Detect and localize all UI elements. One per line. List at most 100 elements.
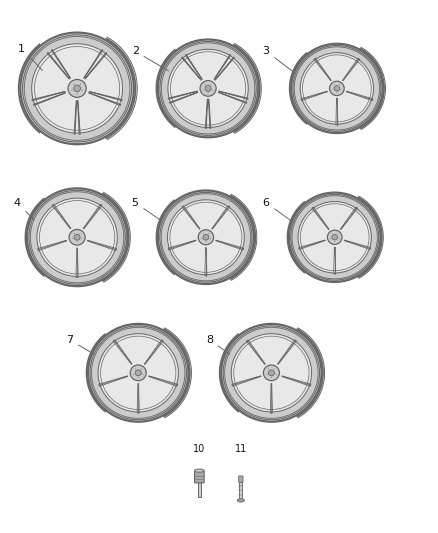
Ellipse shape: [298, 201, 371, 273]
Polygon shape: [270, 384, 272, 413]
Ellipse shape: [210, 238, 211, 239]
Ellipse shape: [68, 79, 86, 98]
Ellipse shape: [133, 374, 134, 375]
Ellipse shape: [142, 374, 143, 375]
Ellipse shape: [268, 370, 274, 376]
Ellipse shape: [160, 192, 252, 282]
Ellipse shape: [80, 84, 81, 85]
Polygon shape: [148, 376, 178, 386]
Ellipse shape: [203, 235, 209, 240]
Ellipse shape: [88, 324, 188, 422]
Ellipse shape: [205, 84, 206, 85]
Ellipse shape: [208, 233, 209, 234]
Ellipse shape: [167, 200, 244, 274]
Ellipse shape: [334, 86, 339, 91]
Ellipse shape: [130, 365, 146, 381]
Ellipse shape: [37, 198, 117, 277]
Ellipse shape: [79, 233, 81, 234]
Ellipse shape: [135, 370, 141, 376]
Polygon shape: [246, 340, 265, 365]
Ellipse shape: [231, 334, 311, 412]
Polygon shape: [343, 58, 360, 80]
Text: 8: 8: [206, 335, 230, 354]
Ellipse shape: [201, 238, 202, 239]
Ellipse shape: [168, 49, 248, 127]
Ellipse shape: [198, 230, 214, 245]
Polygon shape: [170, 92, 198, 103]
Polygon shape: [340, 207, 357, 230]
Polygon shape: [76, 248, 78, 277]
Polygon shape: [84, 50, 103, 78]
Ellipse shape: [327, 230, 342, 245]
Ellipse shape: [221, 324, 321, 422]
FancyBboxPatch shape: [194, 471, 204, 483]
Text: 10: 10: [193, 444, 205, 454]
Ellipse shape: [271, 377, 272, 378]
Ellipse shape: [211, 84, 212, 85]
Polygon shape: [85, 53, 107, 79]
Ellipse shape: [82, 90, 83, 91]
Text: 2: 2: [132, 46, 169, 71]
Ellipse shape: [263, 365, 279, 381]
Bar: [239, 482, 242, 500]
Polygon shape: [232, 376, 261, 386]
Text: 1: 1: [18, 44, 42, 70]
Polygon shape: [278, 340, 297, 365]
Ellipse shape: [77, 93, 78, 94]
Ellipse shape: [74, 233, 75, 234]
Ellipse shape: [29, 190, 125, 284]
Text: 5: 5: [132, 198, 160, 220]
Ellipse shape: [291, 195, 379, 280]
Polygon shape: [219, 91, 248, 99]
Polygon shape: [137, 384, 139, 413]
Ellipse shape: [98, 334, 178, 412]
Ellipse shape: [74, 85, 81, 92]
Polygon shape: [51, 50, 71, 78]
Polygon shape: [52, 204, 71, 229]
Polygon shape: [334, 247, 336, 274]
Ellipse shape: [158, 39, 258, 138]
Polygon shape: [185, 54, 202, 79]
Ellipse shape: [138, 377, 139, 378]
Polygon shape: [312, 207, 329, 230]
Polygon shape: [145, 340, 163, 365]
Ellipse shape: [291, 44, 383, 133]
Polygon shape: [205, 247, 207, 276]
Polygon shape: [314, 58, 331, 80]
Ellipse shape: [81, 238, 82, 239]
Polygon shape: [182, 57, 201, 80]
Polygon shape: [205, 99, 208, 128]
Ellipse shape: [72, 238, 73, 239]
Ellipse shape: [293, 45, 381, 131]
FancyBboxPatch shape: [239, 476, 243, 482]
Ellipse shape: [205, 85, 211, 91]
Polygon shape: [215, 57, 234, 80]
Ellipse shape: [200, 80, 216, 96]
Polygon shape: [32, 91, 65, 101]
Ellipse shape: [69, 229, 85, 245]
Ellipse shape: [158, 190, 254, 284]
Polygon shape: [301, 91, 327, 101]
Ellipse shape: [203, 233, 204, 234]
Polygon shape: [208, 99, 211, 128]
Polygon shape: [83, 204, 102, 229]
Ellipse shape: [337, 233, 338, 234]
Polygon shape: [168, 240, 196, 250]
Polygon shape: [89, 91, 122, 101]
Ellipse shape: [334, 241, 335, 242]
Ellipse shape: [20, 33, 134, 144]
Ellipse shape: [90, 326, 187, 420]
Ellipse shape: [194, 469, 204, 472]
Polygon shape: [74, 101, 77, 134]
Polygon shape: [78, 101, 80, 134]
Polygon shape: [212, 206, 230, 229]
Text: 3: 3: [263, 46, 295, 74]
Ellipse shape: [330, 238, 331, 239]
Polygon shape: [182, 206, 200, 229]
Ellipse shape: [27, 188, 127, 286]
Polygon shape: [38, 240, 67, 251]
Polygon shape: [214, 54, 231, 79]
Polygon shape: [336, 98, 338, 125]
Polygon shape: [88, 240, 117, 251]
Ellipse shape: [332, 235, 337, 240]
